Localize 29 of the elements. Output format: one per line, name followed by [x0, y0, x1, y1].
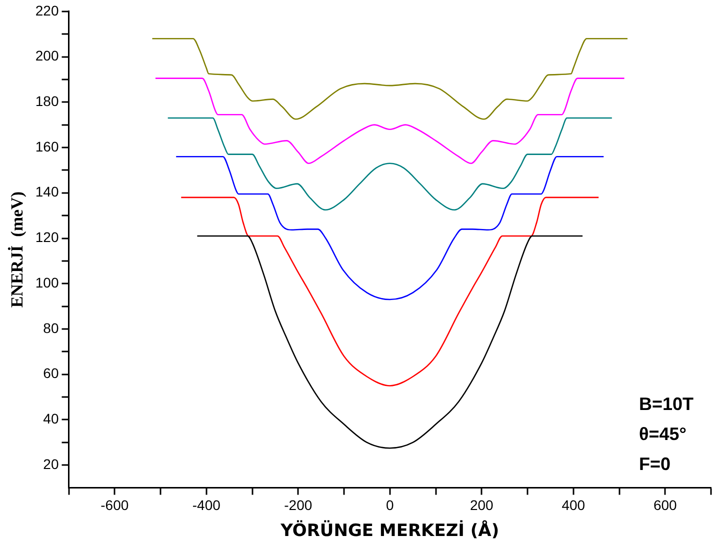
annotation: F=0 [639, 454, 671, 474]
x-tick-label: -400 [192, 497, 221, 514]
line-series [167, 117, 613, 211]
x-tick-label: 600 [653, 497, 678, 514]
y-tick-label: 40 [43, 410, 59, 427]
y-tick-label: 200 [35, 48, 59, 64]
line-series [196, 235, 584, 449]
annotation: B=10T [639, 394, 694, 414]
line-series [154, 78, 625, 164]
y-tick-label: 80 [43, 320, 59, 336]
y-tick-label: 20 [43, 456, 59, 472]
x-tick-label: -600 [100, 497, 129, 514]
x-tick-label: 400 [562, 497, 586, 514]
y-tick-label: 220 [35, 2, 59, 18]
annotation: θ=45° [639, 424, 686, 444]
x-tick-label: -200 [284, 497, 312, 514]
y-tick-label: 160 [35, 138, 59, 154]
x-axis-title: YÖRÜNGE MERKEZİ (Å) [280, 520, 500, 542]
x-tick-label: 200 [470, 497, 494, 514]
y-tick-label: 180 [35, 93, 59, 109]
y-tick-label: 100 [35, 274, 59, 290]
y-tick-label: 120 [35, 229, 59, 246]
x-tick-label: 0 [386, 497, 394, 514]
y-tick-label: 140 [35, 184, 59, 200]
y-axis-title: ENERJİ (meV) [8, 192, 27, 308]
line-series [152, 38, 628, 120]
line-series [175, 156, 604, 300]
line-series [180, 196, 600, 386]
y-tick-label: 60 [43, 365, 59, 382]
